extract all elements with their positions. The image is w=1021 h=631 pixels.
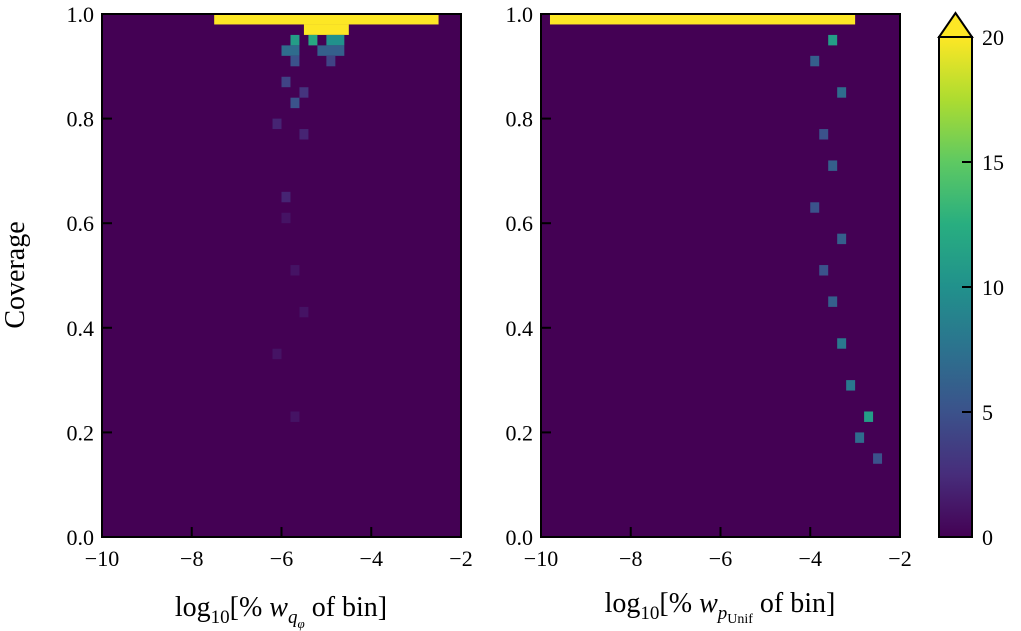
y-tick-label: 0.8 <box>67 107 95 132</box>
heatmap-cell <box>290 265 300 276</box>
heatmap-cell <box>290 55 300 67</box>
heatmap-cell <box>837 87 847 98</box>
x-tick-label: −6 <box>709 546 732 571</box>
colorbar: 0 5 10 15 20 <box>937 11 1004 550</box>
x-tick-label: −10 <box>524 546 558 571</box>
heatmap-cell <box>837 338 847 349</box>
heatmap-cell <box>299 129 309 140</box>
y-tick-label: 1.0 <box>506 2 534 27</box>
left-y-axis-label: Coverage <box>0 221 31 328</box>
x-tick-label: −8 <box>619 546 642 571</box>
heatmap-cell <box>819 129 829 140</box>
heatmap-cell <box>828 296 838 307</box>
y-tick-label: 0.6 <box>506 211 534 236</box>
heatmap-cell <box>549 14 856 25</box>
y-tick-label: 0.2 <box>67 420 95 445</box>
heatmap-cell <box>810 55 820 67</box>
x-tick-label: −8 <box>180 546 203 571</box>
heatmap-cell <box>290 97 300 109</box>
heatmap-cell <box>828 160 838 171</box>
heatmap-cell <box>281 212 291 224</box>
y-tick-label: 0.0 <box>67 525 95 550</box>
right-panel: −10 −8 −6 −4 −2 0.0 0.2 0.4 0.6 0.8 1.0 log10[% wp… <box>506 2 912 627</box>
y-tick-label: 0.4 <box>67 316 95 341</box>
colorbar-tick-label: 10 <box>982 275 1004 300</box>
heatmap-cell <box>846 380 856 391</box>
heatmap-cell <box>272 348 282 360</box>
heatmap-cell <box>317 45 345 56</box>
left-panel: −10 −8 −6 −4 −2 0.0 0.2 0.4 0.6 0.8 1.0 Coverage l… <box>0 2 473 631</box>
y-tick-label: 0.2 <box>506 420 534 445</box>
heatmap-cell <box>272 118 282 130</box>
heatmap-cell <box>281 45 300 56</box>
colorbar-ticks: 0 5 10 15 20 <box>962 25 1004 550</box>
y-tick-label: 0.6 <box>67 211 95 236</box>
heatmap-cell <box>864 411 874 422</box>
left-ticks: −10 −8 −6 −4 −2 0.0 0.2 0.4 0.6 0.8 1.0 <box>67 2 473 571</box>
left-heatmap-cells <box>214 14 439 422</box>
heatmap-cell <box>810 202 820 213</box>
colorbar-tick-label: 0 <box>982 525 993 550</box>
colorbar-extend-max <box>937 11 974 38</box>
heatmap-cell <box>299 306 309 318</box>
heatmap-cell <box>214 14 439 25</box>
y-tick-label: 0.0 <box>506 525 534 550</box>
y-tick-label: 0.8 <box>506 107 534 132</box>
heatmap-cell <box>326 34 345 46</box>
heatmap-cell <box>299 87 309 98</box>
heatmap-cell <box>855 432 865 443</box>
heatmap-cell <box>819 265 829 276</box>
right-plot-background <box>541 14 900 537</box>
heatmap-cell <box>828 34 838 46</box>
heatmap-cell <box>290 411 300 422</box>
y-tick-label: 1.0 <box>67 2 95 27</box>
x-tick-label: −10 <box>85 546 119 571</box>
heatmap-cell <box>281 191 291 203</box>
heatmap-cell <box>837 233 847 245</box>
heatmap-cell <box>281 76 291 88</box>
x-tick-label: −4 <box>360 546 383 571</box>
right-ticks: −10 −8 −6 −4 −2 0.0 0.2 0.4 0.6 0.8 1.0 <box>506 2 912 571</box>
heatmap-cell <box>873 453 883 464</box>
heatmap-cell <box>308 34 318 46</box>
x-tick-label: −2 <box>888 546 911 571</box>
colorbar-tick-label: 15 <box>982 150 1004 175</box>
left-x-axis-label: log10[% wqφ of bin] <box>175 592 387 631</box>
x-tick-label: −4 <box>799 546 822 571</box>
x-tick-label: −2 <box>449 546 472 571</box>
heatmap-cell <box>326 55 336 67</box>
colorbar-tick-label: 5 <box>982 400 993 425</box>
y-tick-label: 0.4 <box>506 316 534 341</box>
right-heatmap-cells <box>549 14 883 464</box>
x-tick-label: −6 <box>270 546 293 571</box>
right-x-axis-label: log10[% wpUnif of bin] <box>605 588 836 627</box>
colorbar-tick-label: 20 <box>982 25 1004 50</box>
heatmap-cell <box>290 34 300 46</box>
heatmap-cell <box>303 24 349 35</box>
left-plot-background <box>102 14 461 537</box>
